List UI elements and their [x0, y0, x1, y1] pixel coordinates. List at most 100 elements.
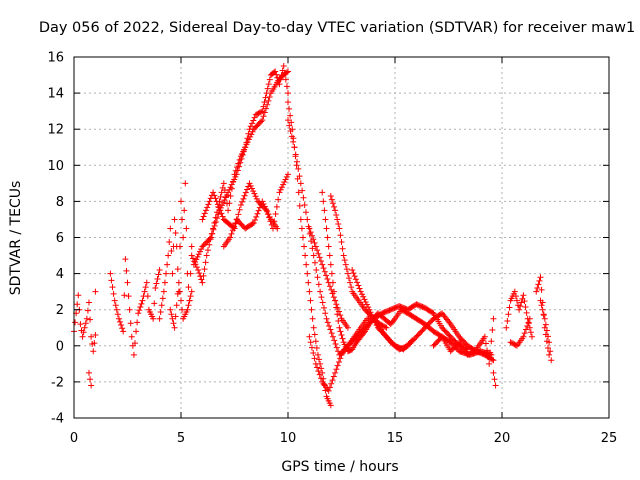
data-point [188, 252, 195, 259]
data-point [134, 319, 141, 326]
data-point [75, 292, 82, 299]
data-point [199, 279, 206, 286]
data-point [204, 204, 211, 211]
data-point [206, 241, 213, 248]
data-point [85, 299, 92, 306]
data-point [248, 131, 255, 138]
data-point [202, 207, 209, 214]
data-point [543, 327, 550, 334]
data-point [199, 216, 206, 223]
data-point [295, 165, 302, 172]
data-point [323, 225, 330, 232]
data-point [198, 276, 205, 283]
data-point [355, 282, 362, 289]
data-point [333, 211, 340, 218]
data-point [218, 210, 225, 217]
data-point [296, 173, 303, 180]
data-point [320, 198, 327, 205]
data-point [310, 252, 317, 259]
data-point [124, 279, 131, 286]
data-point [489, 356, 496, 363]
data-point [326, 252, 333, 259]
data-point [261, 109, 268, 116]
data-point [168, 311, 175, 318]
data-point [259, 117, 266, 124]
data-point [245, 130, 252, 137]
data-point [332, 340, 339, 347]
data-point [323, 315, 330, 322]
data-point [328, 330, 335, 337]
data-point [299, 187, 306, 194]
data-point [178, 198, 184, 205]
data-point [187, 293, 194, 300]
data-point [248, 185, 255, 192]
data-point [327, 192, 334, 199]
data-point [285, 117, 291, 124]
data-point [265, 81, 272, 88]
data-point [109, 284, 116, 291]
data-point [154, 276, 161, 283]
data-point [377, 321, 384, 328]
data-point [207, 234, 214, 241]
data-point [283, 69, 290, 76]
data-point [540, 311, 547, 318]
data-point [327, 402, 334, 409]
data-point [327, 326, 334, 333]
series-T [503, 288, 535, 340]
data-point [517, 303, 524, 310]
x-tick-label: 0 [70, 431, 78, 446]
y-tick-label: 4 [56, 267, 64, 282]
data-point [399, 307, 406, 314]
data-point [403, 309, 410, 316]
data-point [221, 197, 228, 204]
series-H [190, 68, 291, 268]
data-point [324, 234, 331, 241]
data-point [518, 299, 525, 306]
data-point [181, 207, 188, 214]
data-point [337, 232, 344, 239]
data-point [365, 304, 372, 311]
data-point [525, 319, 532, 326]
data-point [312, 360, 319, 367]
data-point [326, 322, 333, 329]
data-point [313, 266, 320, 273]
data-point [282, 176, 289, 183]
data-point [240, 148, 247, 155]
data-point [256, 204, 263, 211]
data-point [188, 243, 195, 250]
data-point [312, 243, 319, 250]
data-point [491, 376, 498, 383]
data-point [329, 200, 336, 207]
data-point [325, 243, 332, 250]
data-point [316, 254, 323, 261]
data-point [253, 195, 260, 202]
data-point [400, 308, 407, 315]
x-axis-label: GPS time / hours [281, 459, 398, 475]
data-point [533, 288, 540, 295]
data-point [539, 306, 546, 313]
series-C [92, 288, 99, 295]
series-B [85, 369, 95, 389]
data-point [245, 136, 252, 143]
data-point [305, 279, 312, 286]
data-point [485, 354, 492, 361]
data-point [287, 112, 294, 119]
series-S [490, 369, 499, 389]
data-point [243, 141, 250, 148]
data-point [380, 323, 387, 330]
data-point [363, 301, 370, 308]
data-point [320, 265, 327, 272]
data-point [262, 94, 269, 101]
data-point [211, 222, 218, 229]
data-point [314, 351, 321, 358]
data-point [202, 259, 209, 266]
data-point [301, 202, 308, 209]
data-point [306, 225, 313, 232]
data-point [176, 243, 183, 250]
data-point [114, 311, 121, 318]
data-point [481, 333, 488, 340]
y-tick-label: -2 [51, 375, 64, 390]
data-point [169, 270, 176, 277]
data-point [118, 322, 125, 329]
data-point [254, 210, 261, 217]
